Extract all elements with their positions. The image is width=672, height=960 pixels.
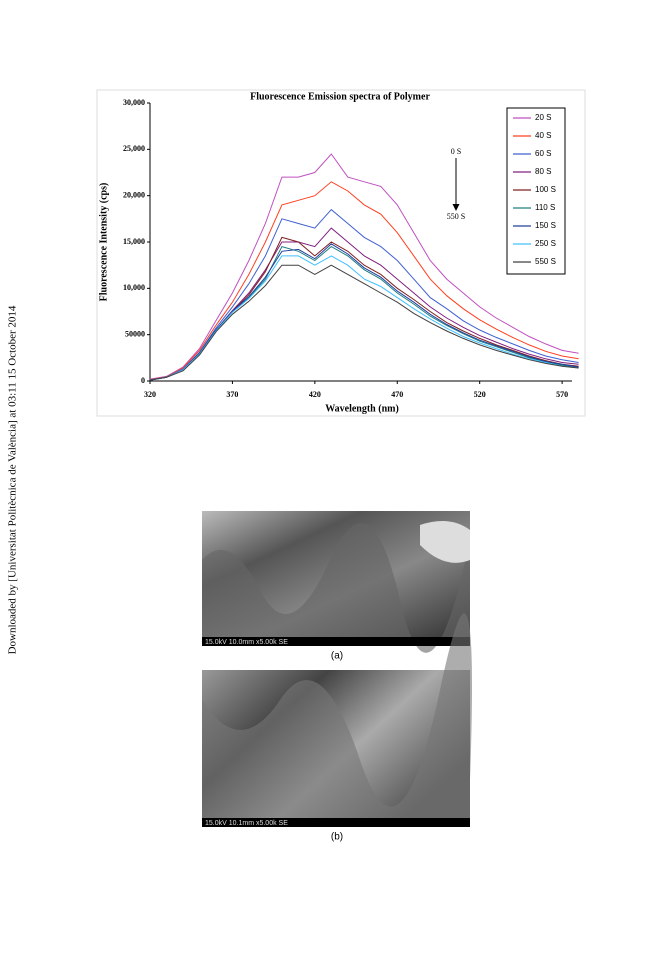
y-tick-label: 50000 bbox=[125, 329, 145, 338]
figure-a: 15.0kV 10.0mm x5.00k SE (a) bbox=[202, 511, 470, 662]
chart-frame bbox=[96, 89, 586, 417]
x-tick-label: 520 bbox=[474, 390, 486, 399]
y-tick-label: 20,000 bbox=[123, 190, 145, 199]
series-line bbox=[149, 153, 579, 380]
legend-label: 40 S bbox=[535, 131, 551, 140]
x-tick-label: 370 bbox=[226, 390, 238, 399]
y-tick-label: 25,000 bbox=[123, 144, 145, 153]
x-tick-label: 470 bbox=[391, 390, 403, 399]
sem-info: 15.0kV 10.0mm x5.00k SE bbox=[205, 639, 288, 646]
annotation: 550 S bbox=[447, 212, 465, 221]
x-tick-label: 420 bbox=[309, 390, 321, 399]
side-note: Downloaded by [Universitat Politècnica d… bbox=[7, 305, 19, 654]
legend-label: 250 S bbox=[535, 239, 556, 248]
legend-label: 110 S bbox=[535, 203, 555, 212]
x-tick-label: 570 bbox=[556, 390, 568, 399]
legend-label: 60 S bbox=[535, 149, 551, 158]
figure-caption: (b) bbox=[331, 832, 343, 843]
series-line bbox=[149, 255, 579, 381]
x-tick-label: 320 bbox=[144, 390, 156, 399]
figure-b: 15.0kV 10.1mm x5.00k SE (b) bbox=[202, 613, 472, 843]
series-line bbox=[149, 181, 579, 381]
sem-texture bbox=[420, 521, 470, 563]
legend-label: 150 S bbox=[535, 221, 556, 230]
x-axis-label: Wavelength (nm) bbox=[325, 403, 399, 414]
info-bar bbox=[202, 637, 470, 646]
y-tick-label: 0 bbox=[141, 376, 145, 385]
y-axis-label: Fluorescence Intensity (cps) bbox=[98, 183, 109, 302]
series-line bbox=[149, 208, 579, 381]
y-tick-label: 10,000 bbox=[123, 283, 145, 292]
sem-texture bbox=[202, 523, 470, 653]
legend-label: 20 S bbox=[535, 113, 551, 122]
info-bar bbox=[202, 818, 470, 827]
y-tick-label: 15,000 bbox=[123, 237, 145, 246]
series-line bbox=[149, 243, 579, 381]
legend-label: 550 S bbox=[535, 257, 556, 266]
figure-caption: (a) bbox=[331, 651, 343, 662]
legend-label: 80 S bbox=[535, 167, 551, 176]
sem-texture bbox=[202, 613, 472, 818]
sem-info: 15.0kV 10.1mm x5.00k SE bbox=[205, 820, 288, 827]
chart-title: Fluorescence Emission spectra of Polymer bbox=[250, 91, 430, 102]
annotation: 0 S bbox=[451, 147, 461, 156]
series-line bbox=[149, 264, 579, 381]
arrow-head bbox=[452, 204, 460, 211]
legend-label: 100 S bbox=[535, 185, 556, 194]
y-tick-label: 30,000 bbox=[123, 98, 145, 107]
